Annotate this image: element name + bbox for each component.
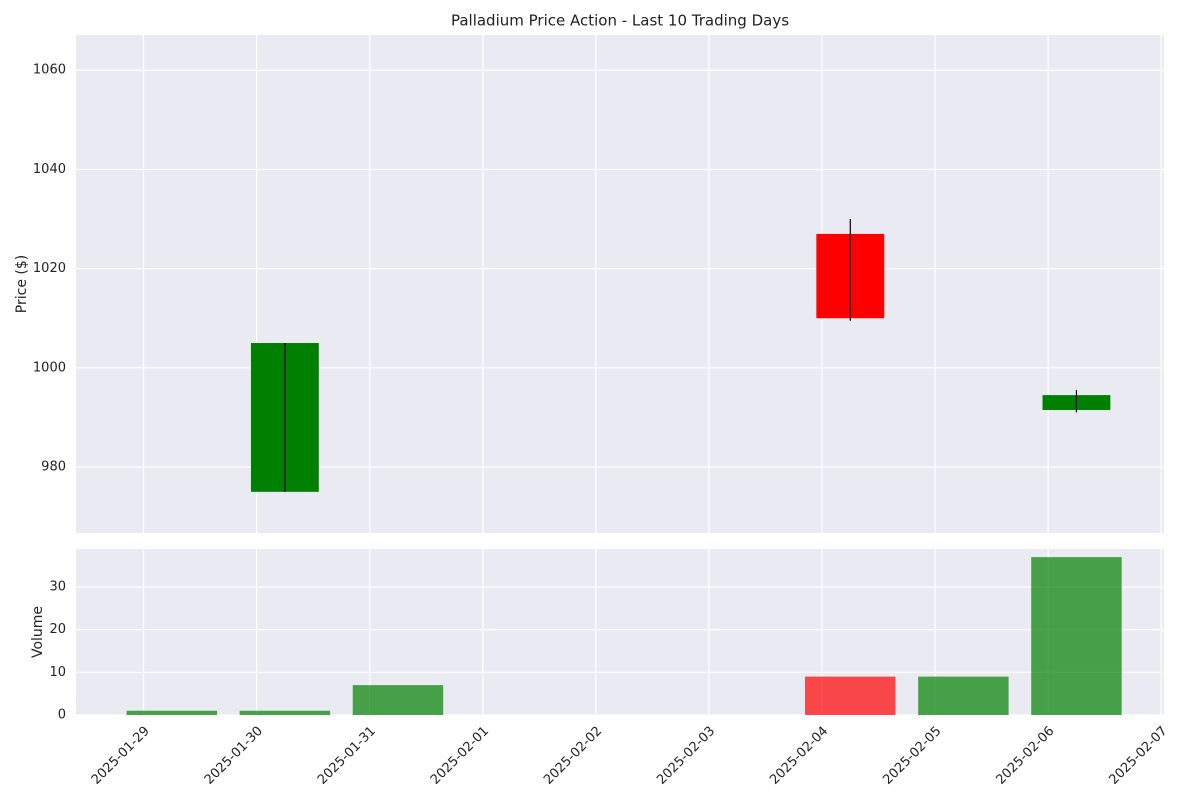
y-tick-label: 980 xyxy=(41,460,66,475)
x-tick-label: 2025-02-02 xyxy=(541,724,605,788)
y-tick-label: 1000 xyxy=(33,360,66,375)
x-tick-label: 2025-02-03 xyxy=(654,724,718,788)
volume-bar xyxy=(805,676,896,715)
x-tick-label: 2025-02-06 xyxy=(993,724,1057,788)
chart-title: Palladium Price Action - Last 10 Trading… xyxy=(451,12,789,30)
y-tick-label: 10 xyxy=(49,665,66,680)
x-tick-label: 2025-01-29 xyxy=(89,724,153,788)
volume-bar xyxy=(239,710,331,715)
volume-bar xyxy=(126,710,218,715)
y-tick-label: 30 xyxy=(49,579,66,594)
y-tick-label: 0 xyxy=(58,708,66,723)
volume-bar xyxy=(918,676,1009,715)
x-tick-label: 2025-02-04 xyxy=(767,724,831,788)
y-axis-label: Volume xyxy=(30,606,46,658)
y-tick-label: 1020 xyxy=(33,261,66,276)
y-tick-label: 1060 xyxy=(33,63,66,78)
x-tick-label: 2025-02-05 xyxy=(880,724,944,788)
y-axis-label: Price ($) xyxy=(14,255,30,313)
x-tick-label: 2025-02-01 xyxy=(428,724,492,788)
volume-bar xyxy=(352,685,444,715)
volume-bar xyxy=(1031,557,1122,715)
x-tick-label: 2025-01-31 xyxy=(315,724,379,788)
plot-area xyxy=(76,35,1164,533)
y-tick-label: 1040 xyxy=(33,162,66,177)
y-tick-label: 20 xyxy=(49,622,66,637)
x-tick-label: 2025-01-30 xyxy=(202,724,266,788)
x-tick-label: 2025-02-07 xyxy=(1107,724,1171,788)
